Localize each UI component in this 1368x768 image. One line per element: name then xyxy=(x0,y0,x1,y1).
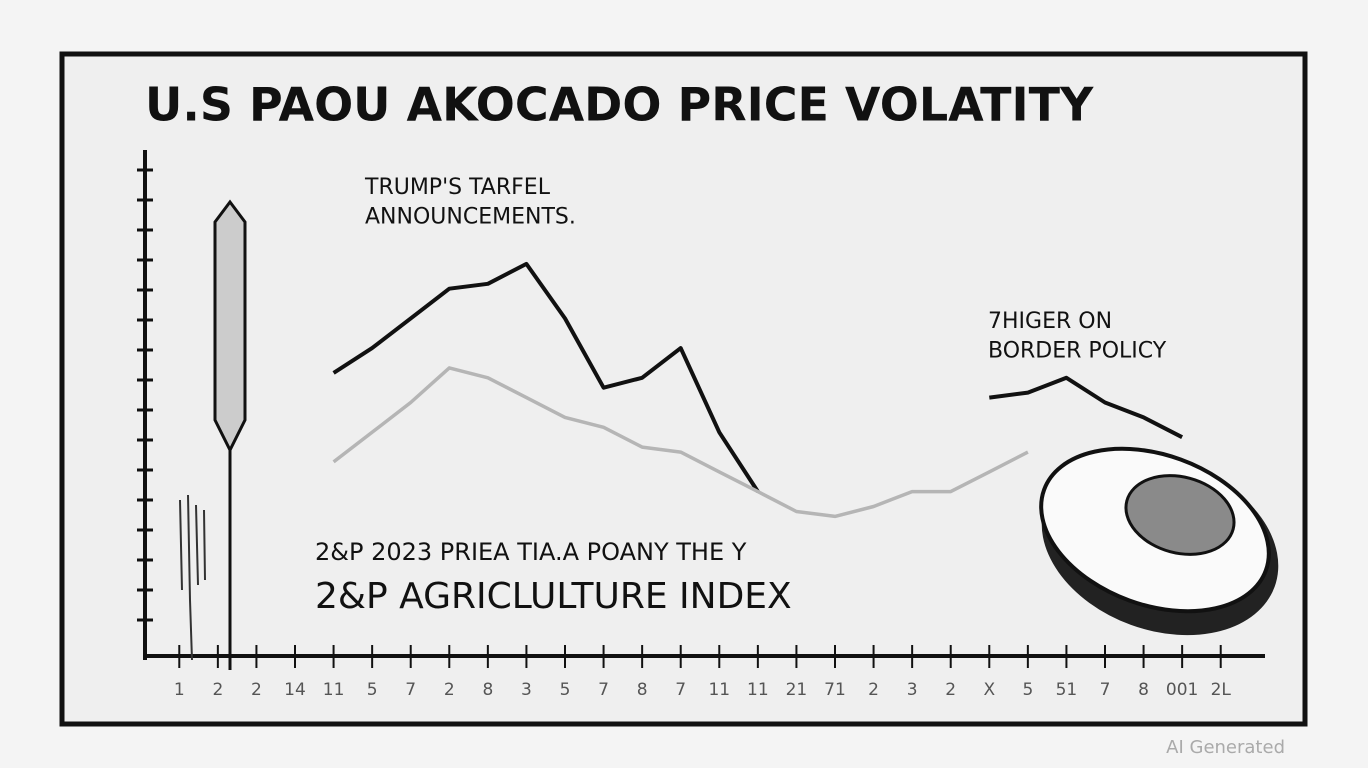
x-tick-label: 2 xyxy=(251,680,262,700)
x-tick-label: 7 xyxy=(1100,680,1111,700)
x-tick-label: 2 xyxy=(945,680,956,700)
avocado xyxy=(1039,446,1279,636)
x-tick-label: 001 xyxy=(1166,680,1198,700)
x-tick-label: 71 xyxy=(824,680,846,700)
x-tick-label: 3 xyxy=(521,680,532,700)
annotation: TRUMP'S TARFEL xyxy=(364,175,551,200)
annotation: 2&P AGRICLULTURE INDEX xyxy=(315,576,792,617)
chart-title: U.S PAOU AKOCADO PRICE VOLATITY xyxy=(145,78,1094,132)
small-bars xyxy=(179,494,206,661)
x-tick-label: 1 xyxy=(174,680,185,700)
x-tick-label: 7 xyxy=(675,680,686,700)
x-tick-label: 2 xyxy=(212,680,223,700)
x-tick-label: 11 xyxy=(323,680,345,700)
x-tick-label: X xyxy=(983,680,995,700)
y-axis-ticks xyxy=(137,168,153,622)
x-tick-label: 3 xyxy=(907,680,918,700)
x-tick-label: 2 xyxy=(444,680,455,700)
series-line xyxy=(332,366,1029,519)
annotation: ANNOUNCEMENTS. xyxy=(365,205,576,230)
annotation: 7HIGER ON xyxy=(988,309,1112,334)
x-tick-label: 14 xyxy=(284,680,306,700)
x-tick-label: 7 xyxy=(598,680,609,700)
watermark: AI Generated xyxy=(1166,737,1285,758)
x-tick-label: 11 xyxy=(747,680,769,700)
x-tick-label: 11 xyxy=(708,680,730,700)
x-tick-label: 8 xyxy=(1138,680,1149,700)
x-tick-label: 8 xyxy=(637,680,648,700)
x-tick-label: 51 xyxy=(1056,680,1078,700)
pencil-bar xyxy=(213,199,247,454)
x-tick-label: 2L xyxy=(1211,680,1232,700)
series-line xyxy=(332,261,1184,493)
annotation: BORDER POLICY xyxy=(988,339,1167,364)
x-tick-label: 7 xyxy=(405,680,416,700)
x-tick-label: 21 xyxy=(786,680,808,700)
x-tick-label: 5 xyxy=(560,680,571,700)
x-tick-label: 2 xyxy=(868,680,879,700)
annotation: 2&P 2023 PRIEA TIA.A POANY THE Y xyxy=(315,538,747,566)
x-tick-label: 5 xyxy=(1022,680,1033,700)
x-tick-label: 5 xyxy=(367,680,378,700)
frame xyxy=(59,51,1308,727)
x-tick-label: 8 xyxy=(482,680,493,700)
